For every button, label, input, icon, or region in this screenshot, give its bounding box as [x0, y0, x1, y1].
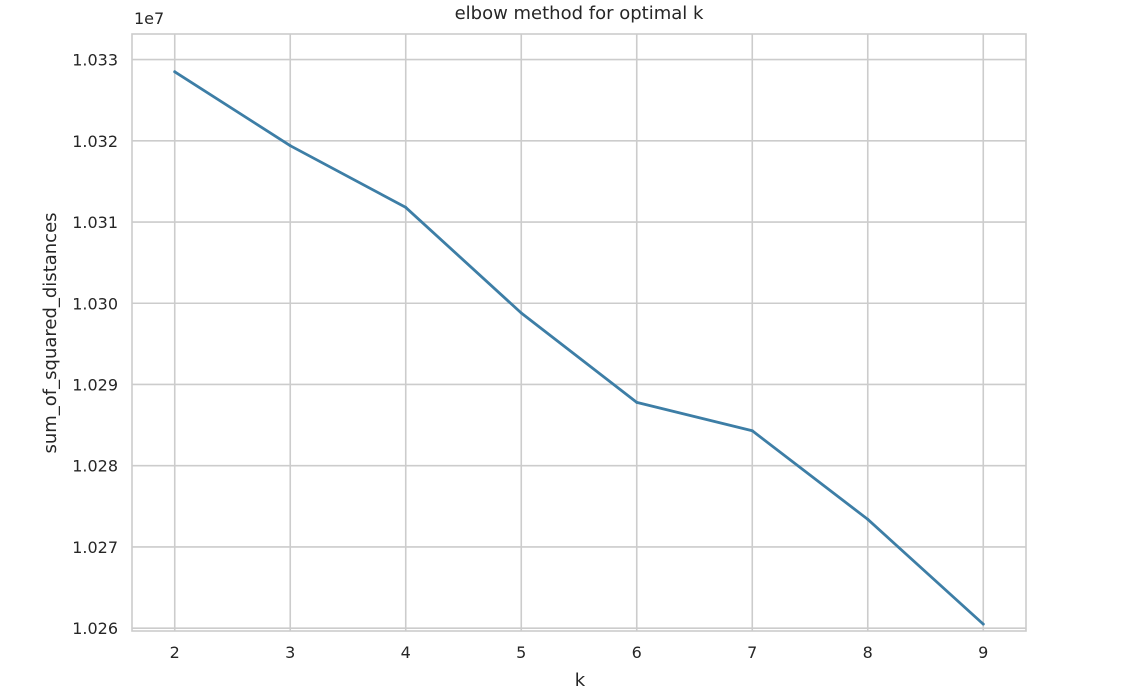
data-point: [519, 311, 523, 315]
data-point: [635, 400, 639, 404]
y-tick-label: 1.029: [72, 375, 118, 394]
y-tick-label: 1.030: [72, 294, 118, 313]
x-tick-label: 3: [285, 643, 295, 662]
x-tick-label: 8: [863, 643, 873, 662]
y-axis-offset-label: 1e7: [134, 9, 164, 28]
y-tick-label: 1.028: [72, 457, 118, 476]
y-tick-label: 1.026: [72, 619, 118, 638]
data-point: [866, 517, 870, 521]
chart-title: elbow method for optimal k: [455, 3, 704, 24]
x-tick-label: 9: [978, 643, 988, 662]
data-point: [404, 206, 408, 209]
plot-frame: [131, 33, 1027, 632]
data-point: [750, 429, 754, 433]
y-tick-label: 1.033: [72, 51, 118, 70]
y-tick-label: 1.027: [72, 538, 118, 557]
series-line: [173, 70, 985, 626]
y-tick-label: 1.032: [72, 132, 118, 151]
y-axis-label: sum_of_squared_distances: [40, 212, 61, 453]
data-point: [981, 622, 985, 626]
grid-lines: [132, 34, 1026, 631]
x-tick-label: 6: [632, 643, 642, 662]
x-tick-label: 2: [170, 643, 180, 662]
data-point: [288, 144, 292, 148]
x-tick-label: 7: [747, 643, 757, 662]
data-point: [173, 70, 177, 74]
y-tick-label: 1.031: [72, 213, 118, 232]
x-tick-label: 5: [516, 643, 526, 662]
x-tick-label: 4: [401, 643, 411, 662]
data-points: [173, 70, 985, 626]
x-axis-label: k: [575, 670, 586, 691]
tick-labels: 2 3 4 5 6 7 8 9 1.026 1.027 1.028 1.029 1.030 1.031 1.…: [72, 51, 988, 662]
